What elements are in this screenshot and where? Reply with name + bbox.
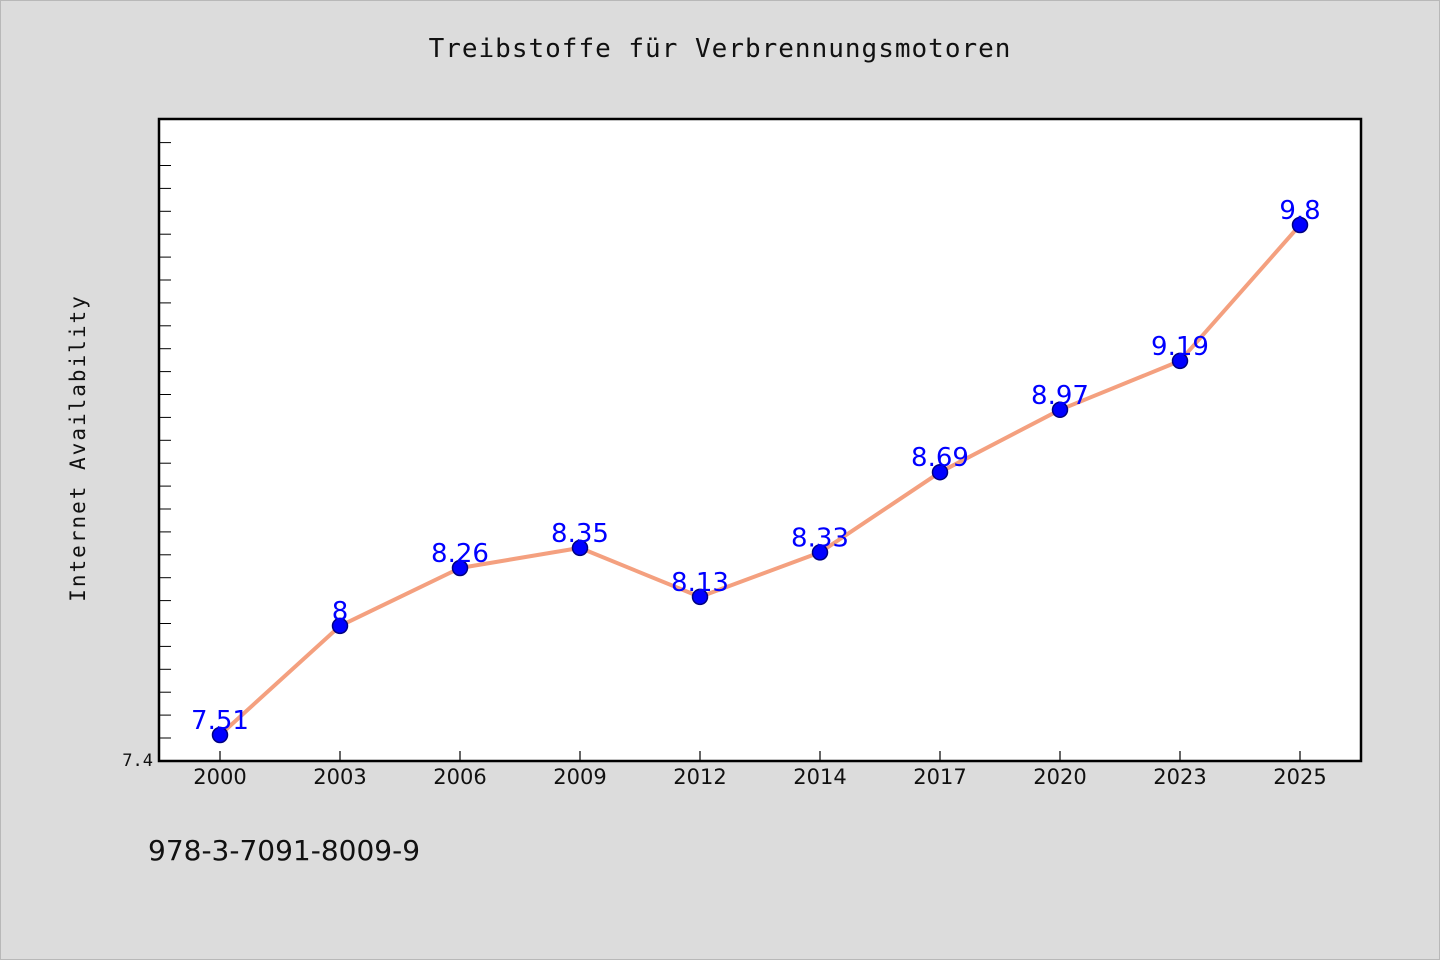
x-tick-label: 2000 [193, 765, 246, 789]
series-markers [211, 216, 1309, 744]
x-tick-label: 2006 [433, 765, 486, 789]
data-point [451, 559, 469, 577]
y-axis-tick-labels: 7.4 [122, 751, 153, 771]
data-point [211, 726, 229, 744]
series-line [218, 223, 1302, 737]
data-label: 8.97 [1031, 381, 1089, 411]
data-label: 8 [332, 597, 349, 627]
data-label: 8.35 [551, 519, 609, 549]
y-tick-label: 7.4 [122, 751, 153, 771]
data-point [1171, 352, 1189, 370]
x-tick-label: 2023 [1153, 765, 1206, 789]
data-point [571, 539, 589, 557]
data-label: 7.51 [191, 706, 249, 736]
x-axis-ticks: 2000 2003 2006 2009 2012 2014 2017 2020 2023 2025 [193, 751, 1327, 789]
data-point [1051, 401, 1069, 419]
x-tick-label: 2017 [913, 765, 966, 789]
y-minor-ticks [159, 142, 171, 739]
x-tick-label: 2009 [553, 765, 606, 789]
series-lines [218, 223, 1302, 737]
footer-code: 978-3-7091-8009-9 [148, 834, 421, 867]
x-tick-label: 2003 [313, 765, 366, 789]
data-label: 8.13 [671, 568, 729, 598]
data-point [931, 463, 949, 481]
data-label: 8.69 [911, 443, 969, 473]
x-tick-label: 2020 [1033, 765, 1086, 789]
x-tick-label: 2012 [673, 765, 726, 789]
data-point [811, 544, 829, 561]
data-point [331, 617, 349, 635]
data-label: 9.8 [1279, 196, 1320, 226]
x-tick-label: 2025 [1273, 765, 1326, 789]
data-label: 9.19 [1151, 332, 1209, 362]
chart-title: Treibstoffe für Verbrennungsmotoren [428, 34, 1012, 64]
data-label: 8.26 [431, 539, 489, 569]
data-labels: 7.51 8 8.26 8.35 8.13 8.33 8.69 8.97 9.19 9.8 [191, 196, 1321, 736]
data-point [691, 588, 709, 606]
plot-area [157, 117, 1363, 763]
x-tick-label: 2014 [793, 765, 846, 789]
data-point [1291, 216, 1309, 234]
data-label: 8.33 [791, 523, 849, 553]
